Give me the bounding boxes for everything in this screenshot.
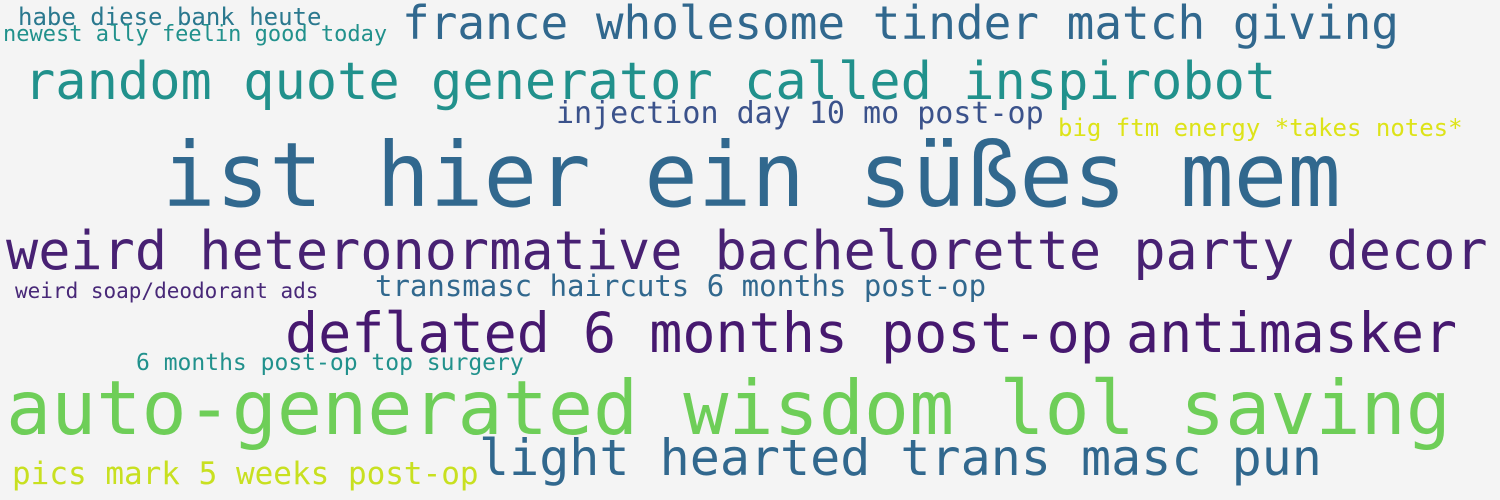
word-transmasc-haircuts-6-months-post-op: transmasc haircuts 6 months post-op	[375, 269, 987, 303]
word-pics-mark-5-weeks-post-op: pics mark 5 weeks post-op	[12, 456, 479, 492]
word-ist-hier-ein-suesses-mem: ist hier ein süßes mem	[162, 123, 1341, 227]
word-big-ftm-energy-takes-notes: big ftm energy *takes notes*	[1058, 114, 1463, 142]
word-weird-heteronormative-bachelorette-party-decor: weird heteronormative bachelorette party…	[6, 219, 1488, 282]
word-france-wholesome-tinder-match-giving: france wholesome tinder match giving	[402, 0, 1399, 50]
word-habe-diese-bank-heute: habe diese bank heute	[18, 3, 322, 31]
word-auto-generated-wisdom-lol-saving: auto-generated wisdom lol saving	[6, 364, 1451, 452]
word-injection-day-10-mo-post-op: injection day 10 mo post-op	[556, 96, 1044, 131]
word-deflated-6-months-post-op: deflated 6 months post-op	[285, 301, 1113, 365]
word-random-quote-generator-called-inspirobot: random quote generator called inspirobot	[24, 52, 1277, 112]
word-6-months-post-op-top-surgery: 6 months post-op top surgery	[136, 350, 524, 376]
word-light-hearted-trans-masc-pun: light hearted trans masc pun	[479, 429, 1322, 487]
word-weird-soap-deodorant-ads: weird soap/deodorant ads	[15, 279, 319, 303]
word-newest-ally-feelin-good-today: newest ally feelin good today	[3, 22, 388, 47]
word-antimasker: antimasker	[1126, 301, 1458, 365]
